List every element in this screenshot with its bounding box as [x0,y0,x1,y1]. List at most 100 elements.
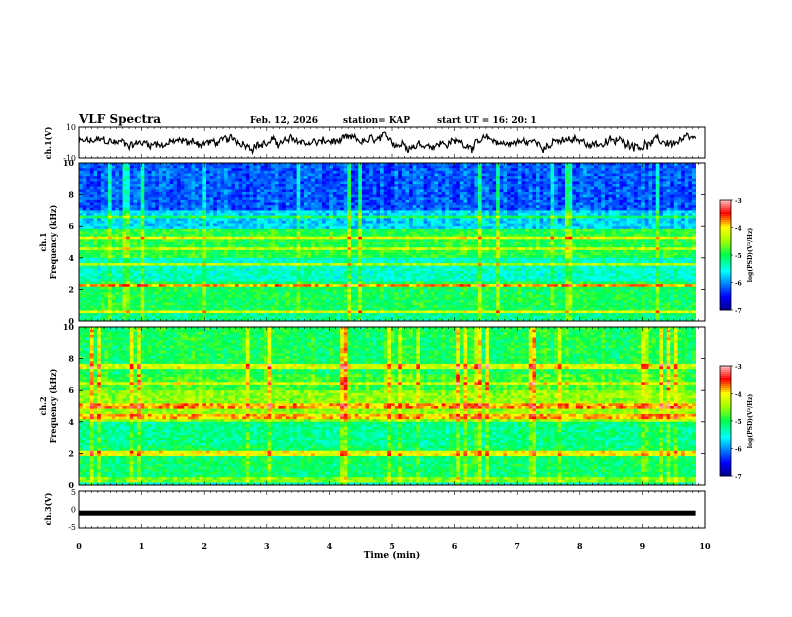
spectrogram-cell [332,215,337,219]
spectrogram-cell [604,205,609,209]
spectrogram-cell [89,234,94,238]
spectrogram-cell [684,215,689,219]
spectrogram-cell [256,231,261,235]
spectrogram-cell [691,181,697,185]
spectrogram-cell [289,218,294,222]
spectrogram-cell [82,239,87,243]
spectrogram-cell [79,215,84,219]
spectrogram-cell [176,199,181,203]
spectrogram-cell [314,220,319,224]
spectrogram-cell [126,236,131,240]
spectrogram-cell [561,215,566,219]
spectrogram-cell [416,213,421,217]
spectrogram-cell [528,163,533,167]
spectrogram-cell [158,173,163,177]
spectrogram-cell [387,234,392,238]
spectrogram-cell [394,234,399,238]
spectrogram-cell [427,215,432,219]
spectrogram-cell [144,189,149,193]
spectrogram-cell [648,213,653,217]
spectrogram-cell [104,165,109,169]
spectrogram-cell [448,220,453,224]
spectrogram-cell [253,194,258,198]
spectrogram-cell [539,163,544,167]
spectrogram-cell [111,220,116,224]
spectrogram-cell [151,236,156,240]
spectrogram-cell [111,165,116,169]
spectrogram-cell [293,170,298,174]
spectrogram-cell [492,223,497,227]
spectrogram-cell [155,207,160,211]
spectrogram-cell [151,239,156,243]
spectrogram-cell [626,228,631,232]
spectrogram-cell [376,207,381,211]
spectrogram-cell [173,194,178,198]
spectrogram-cell [361,228,366,232]
spectrogram-cell [390,178,395,182]
spectrogram-cell [234,163,239,167]
spectrogram-cell [597,223,602,227]
spectrogram-cell [499,197,504,201]
spectrogram-cell [630,191,635,195]
spectrogram-cell [416,197,421,201]
spectrogram-cell [691,184,697,188]
spectrogram-cell [644,213,649,217]
spectrogram-cell [561,165,566,169]
spectrogram-cell [115,234,120,238]
spectrogram-cell [205,218,210,222]
spectrogram-cell [586,234,591,238]
spectrogram-cell [434,181,439,185]
spectrogram-cell [630,184,635,188]
spectrogram-cell [376,223,381,227]
spectrogram-cell [521,226,526,230]
spectrogram-cell [380,189,385,193]
spectrogram-cell [249,205,254,209]
spectrogram-cell [390,226,395,230]
spectrogram-cell [615,191,620,195]
spectrogram-cell [438,176,443,180]
spectrogram-cell [688,215,693,219]
spectrogram-cell [322,218,327,222]
spectrogram-cell [488,170,493,174]
spectrogram-cell [104,191,109,195]
spectrogram-cell [97,194,102,198]
spectrogram-cell [405,168,410,172]
spectrogram-cell [510,205,515,209]
spectrogram-cell [608,165,613,169]
spectrogram-cell [445,234,450,238]
spectrogram-cell [470,226,475,230]
spectrogram-cell [82,220,87,224]
spectrogram-cell [365,215,370,219]
spectrogram-cell [383,173,388,177]
spectrogram-cell [659,170,664,174]
spectrogram-cell [677,231,682,235]
spectrogram-cell [550,223,555,227]
spectrogram-cell [245,178,250,182]
spectrogram-cell [231,168,236,172]
spectrogram-cell [405,202,410,206]
spectrogram-cell [550,213,555,217]
spectrogram-cell [176,189,181,193]
spectrogram-cell [648,202,653,206]
spectrogram-cell [441,176,446,180]
spectrogram-cell [521,202,526,206]
spectrogram-cell [536,226,541,230]
spectrogram-cell [448,213,453,217]
spectrogram-cell [311,202,316,206]
spectrogram-cell [691,165,697,169]
spectrogram-cell [380,194,385,198]
spectrogram-cell [612,226,617,230]
spectrogram-cell [118,197,123,201]
spectrogram-cell [409,220,414,224]
spectrogram-cell [224,186,229,190]
spectrogram-cell [173,181,178,185]
spectrogram-cell [463,165,468,169]
spectrogram-cell [652,223,657,227]
spectrogram-cell [195,223,200,227]
spectrogram-cell [340,210,345,214]
spectrogram-cell [318,218,323,222]
spectrogram-cell [499,199,504,203]
spectrogram-cell [278,176,283,180]
spectrogram-cell [224,165,229,169]
spectrogram-cell [322,236,327,240]
